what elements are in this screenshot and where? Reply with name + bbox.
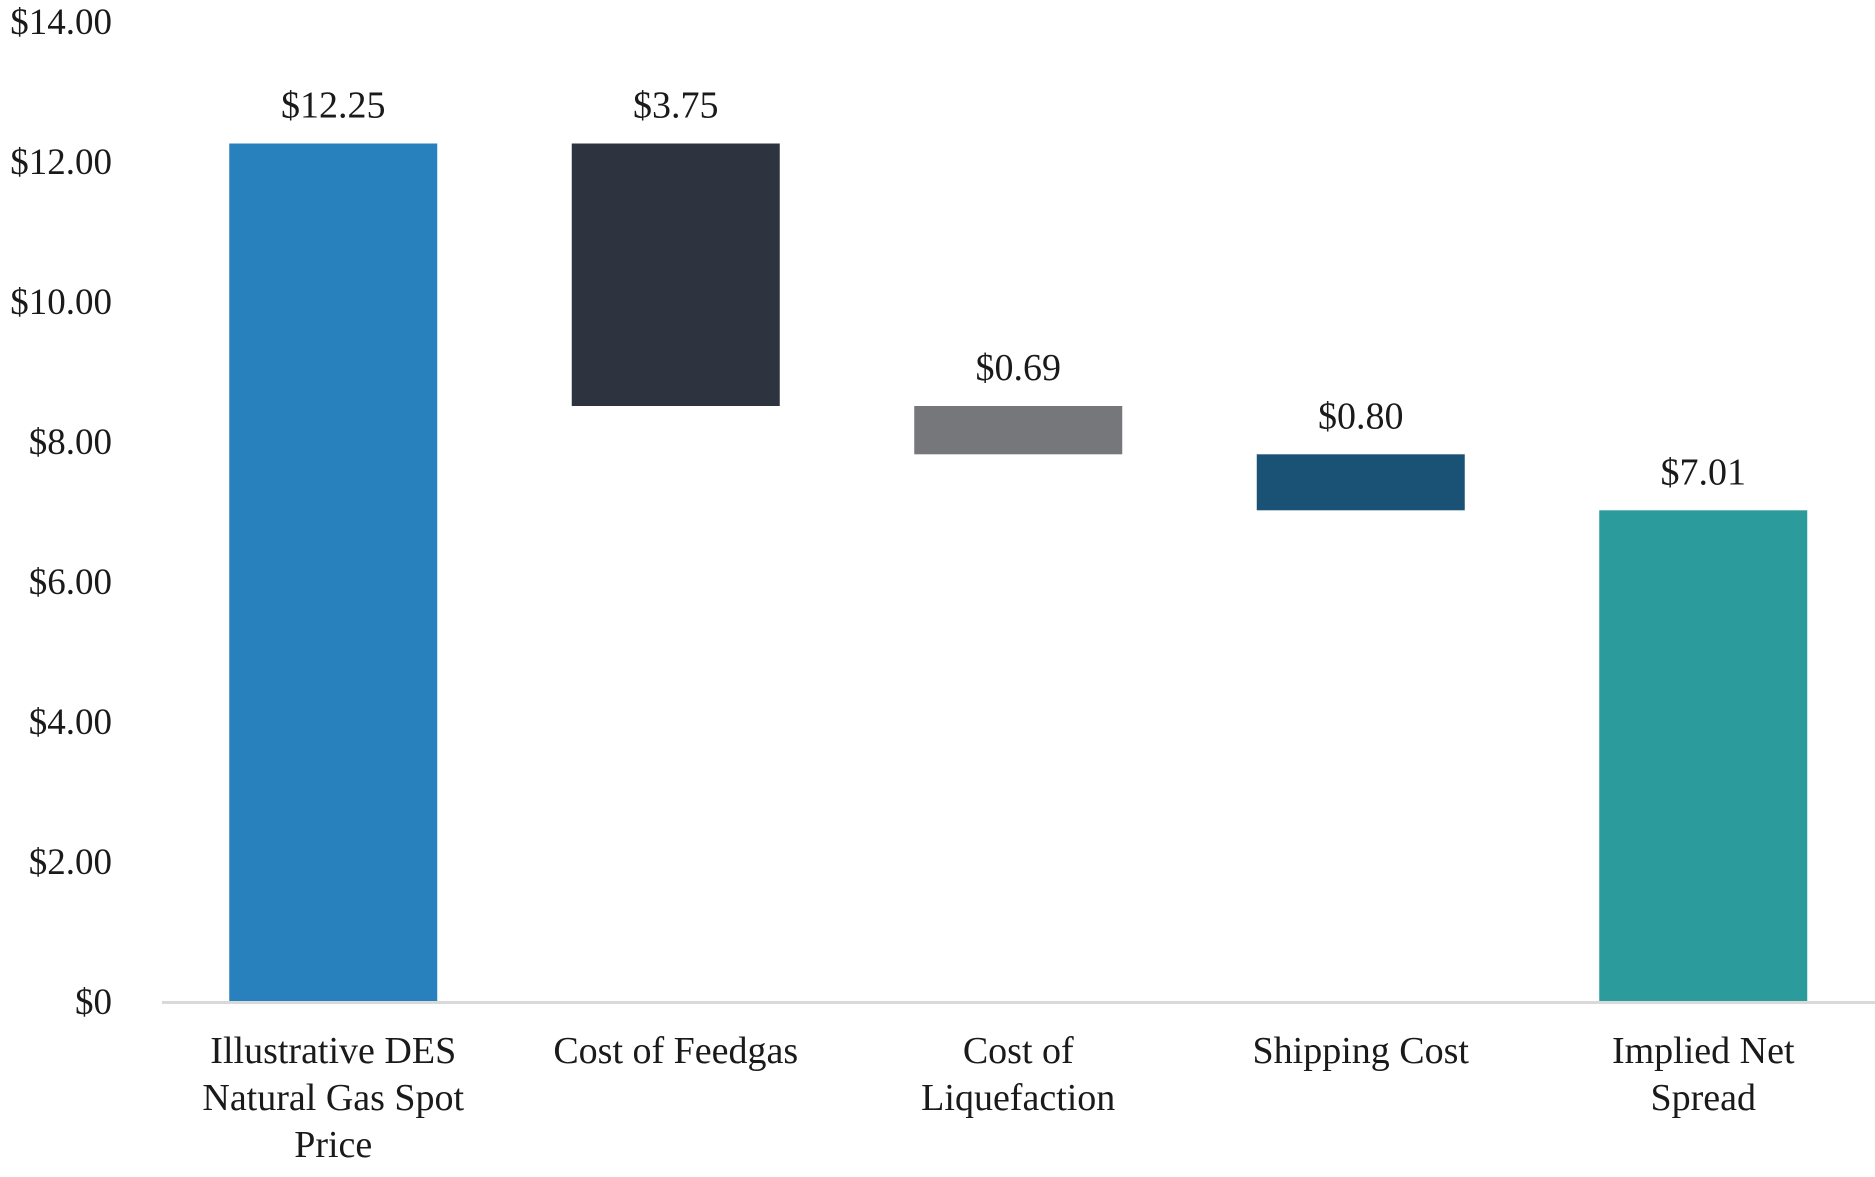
category-label-spread: Implied Net Spread: [1612, 1030, 1795, 1119]
bar-spread: [1599, 510, 1808, 1001]
category-label-spot: Illustrative DES Natural Gas Spot Price: [202, 1030, 464, 1166]
y-tick-label: $0: [75, 982, 112, 1023]
y-tick-label: $6.00: [29, 562, 112, 603]
y-tick-label: $12.00: [10, 142, 112, 183]
data-label-spot: $12.25: [281, 85, 386, 127]
category-label-line: Natural Gas Spot: [202, 1077, 464, 1119]
bar-spot: [229, 143, 438, 1001]
bar-shipping: [1256, 454, 1465, 511]
category-label-feedgas: Cost of Feedgas: [553, 1030, 798, 1072]
category-label-line: Spread: [1650, 1077, 1756, 1119]
category-label-line: Cost of: [963, 1030, 1074, 1072]
data-label-feedgas: $3.75: [633, 85, 719, 127]
x-axis-category-labels: Illustrative DES Natural Gas Spot Price Cos…: [202, 1030, 1795, 1166]
y-axis-ticks: $0 $2.00 $4.00 $6.00 $8.00 $10.00 $12.00 $14.00: [10, 2, 112, 1023]
category-label-line: Shipping Cost: [1253, 1030, 1470, 1072]
data-label-liquefaction: $0.69: [976, 347, 1062, 389]
data-label-shipping: $0.80: [1318, 395, 1404, 437]
bar-feedgas: [571, 143, 780, 406]
category-label-line: Implied Net: [1612, 1030, 1795, 1072]
y-tick-label: $10.00: [10, 282, 112, 323]
y-tick-label: $2.00: [29, 842, 112, 883]
category-label-shipping: Shipping Cost: [1253, 1030, 1470, 1072]
category-label-line: Price: [294, 1124, 372, 1166]
category-label-line: Cost of Feedgas: [553, 1030, 798, 1072]
data-labels: $12.25 $3.75 $0.69 $0.80 $7.01: [281, 85, 1746, 494]
data-label-spread: $7.01: [1661, 451, 1747, 493]
y-tick-label: $14.00: [10, 2, 112, 43]
y-tick-label: $8.00: [29, 422, 112, 463]
bar-series: [229, 143, 1808, 1001]
category-label-line: Liquefaction: [921, 1077, 1115, 1119]
y-tick-label: $4.00: [29, 702, 112, 743]
category-label-line: Illustrative DES: [210, 1030, 456, 1072]
bar-liquefaction: [914, 406, 1123, 455]
category-label-liquefaction: Cost of Liquefaction: [921, 1030, 1115, 1119]
